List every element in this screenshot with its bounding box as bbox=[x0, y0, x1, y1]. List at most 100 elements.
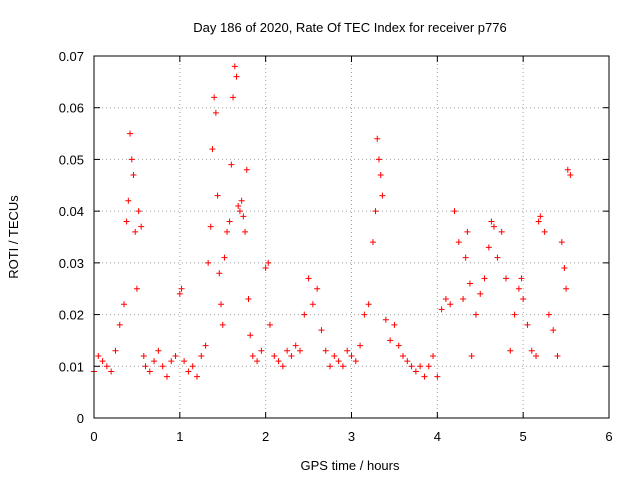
data-point bbox=[142, 363, 149, 370]
data-point bbox=[348, 352, 355, 359]
data-point bbox=[327, 363, 334, 370]
x-tick-label: 6 bbox=[605, 429, 612, 444]
data-point bbox=[369, 239, 376, 246]
chart-title: Day 186 of 2020, Rate Of TEC Index for r… bbox=[193, 20, 506, 35]
x-tick-label: 4 bbox=[434, 429, 441, 444]
data-point bbox=[520, 296, 527, 303]
data-point bbox=[230, 94, 237, 101]
y-tick-label: 0.04 bbox=[59, 204, 84, 219]
data-point bbox=[135, 208, 142, 215]
data-point bbox=[460, 296, 467, 303]
data-point bbox=[103, 363, 110, 370]
data-point bbox=[537, 213, 544, 220]
data-point bbox=[226, 218, 233, 225]
data-point bbox=[163, 373, 170, 380]
y-tick-label: 0.06 bbox=[59, 101, 84, 116]
data-point bbox=[138, 223, 145, 230]
data-point bbox=[275, 358, 282, 365]
data-point bbox=[374, 135, 381, 142]
data-point bbox=[279, 363, 286, 370]
data-point bbox=[511, 311, 518, 318]
data-point bbox=[322, 347, 329, 354]
data-point bbox=[477, 290, 484, 297]
data-point bbox=[238, 197, 245, 204]
data-point bbox=[202, 342, 209, 349]
data-point bbox=[185, 368, 192, 375]
grid bbox=[94, 56, 609, 418]
data-point bbox=[297, 347, 303, 354]
data-point bbox=[249, 352, 256, 359]
data-point bbox=[379, 192, 386, 199]
data-point bbox=[490, 223, 497, 230]
data-point bbox=[243, 166, 250, 173]
data-point bbox=[468, 352, 475, 359]
data-point bbox=[563, 285, 570, 292]
data-point bbox=[404, 358, 411, 365]
data-point bbox=[271, 352, 278, 359]
data-point bbox=[198, 352, 205, 359]
data-point bbox=[524, 321, 531, 328]
data-point bbox=[123, 218, 130, 225]
data-point bbox=[554, 352, 561, 359]
data-point bbox=[292, 342, 299, 349]
data-point bbox=[95, 352, 102, 359]
data-point bbox=[335, 358, 342, 365]
data-point bbox=[235, 202, 242, 209]
data-point bbox=[151, 358, 158, 365]
data-point bbox=[344, 347, 351, 354]
data-point bbox=[140, 352, 147, 359]
data-point bbox=[224, 228, 231, 235]
data-point bbox=[214, 192, 221, 199]
data-point bbox=[375, 156, 382, 163]
y-axis-label: ROTI / TECUs bbox=[6, 195, 21, 279]
data-point bbox=[242, 228, 249, 235]
data-point bbox=[125, 197, 132, 204]
data-point bbox=[451, 208, 458, 215]
data-point bbox=[412, 368, 419, 375]
data-point bbox=[421, 373, 428, 380]
data-points bbox=[91, 63, 574, 380]
data-point bbox=[528, 347, 535, 354]
data-point bbox=[455, 239, 462, 246]
data-point bbox=[189, 363, 196, 370]
data-point bbox=[387, 337, 394, 344]
x-tick-label: 1 bbox=[176, 429, 183, 444]
data-point bbox=[564, 166, 571, 173]
data-point bbox=[155, 347, 162, 354]
data-point bbox=[382, 316, 389, 323]
data-point bbox=[168, 358, 175, 365]
y-tick-label: 0.02 bbox=[59, 308, 84, 323]
data-point bbox=[438, 306, 445, 313]
data-point bbox=[309, 301, 316, 308]
data-point bbox=[464, 228, 471, 235]
data-point bbox=[377, 171, 384, 178]
data-point bbox=[236, 208, 243, 215]
data-point bbox=[545, 311, 552, 318]
data-point bbox=[417, 363, 424, 370]
data-point bbox=[301, 311, 308, 318]
data-point bbox=[314, 285, 321, 292]
data-point bbox=[535, 218, 542, 225]
y-tick-labels: 0 0.01 0.02 0.03 0.04 0.05 0.06 0.07 bbox=[59, 49, 84, 426]
data-point bbox=[172, 352, 179, 359]
data-point bbox=[240, 213, 247, 220]
x-axis-label: GPS time / hours bbox=[301, 458, 400, 473]
data-point bbox=[181, 358, 188, 365]
data-point bbox=[567, 171, 574, 178]
data-point bbox=[488, 218, 495, 225]
data-point bbox=[361, 311, 368, 318]
data-point bbox=[395, 342, 402, 349]
data-point bbox=[262, 265, 269, 272]
data-point bbox=[481, 275, 488, 282]
data-point bbox=[288, 352, 295, 359]
data-point bbox=[218, 301, 225, 308]
data-point bbox=[485, 244, 492, 251]
data-point bbox=[318, 327, 325, 334]
data-point bbox=[254, 358, 261, 365]
data-point bbox=[121, 301, 128, 308]
data-point bbox=[266, 321, 273, 328]
axis-ticks bbox=[93, 55, 610, 419]
data-point bbox=[112, 347, 119, 354]
data-point bbox=[265, 259, 272, 266]
